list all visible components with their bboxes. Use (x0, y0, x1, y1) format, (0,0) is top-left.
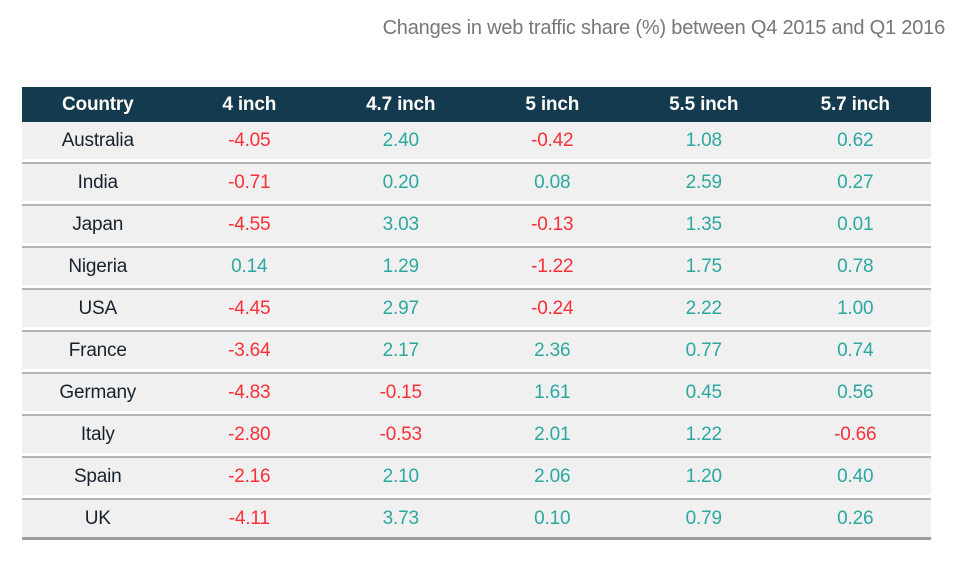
value-cell: 0.79 (685, 507, 722, 529)
chart-title: Changes in web traffic share (%) between… (382, 17, 946, 39)
country-cell: Germany (59, 381, 137, 403)
row-separator (22, 453, 931, 458)
value-cell: 2.59 (685, 171, 722, 193)
table-row: USA -4.45 2.97 -0.24 2.22 1.00 (22, 290, 931, 327)
value-cell: 2.36 (534, 339, 571, 361)
value-cell: 1.61 (534, 381, 571, 403)
value-cell: 1.35 (685, 213, 722, 235)
country-cell: France (68, 339, 127, 361)
row-separator (22, 495, 931, 500)
column-header-4-inch: 4 inch (222, 93, 277, 115)
value-cell: -4.11 (228, 507, 270, 529)
column-header-4.7-inch: 4.7 inch (366, 93, 436, 115)
value-cell: -4.83 (228, 381, 271, 403)
table-row: Japan -4.55 3.03 -0.13 1.35 0.01 (22, 206, 931, 243)
value-cell: -2.16 (228, 465, 271, 487)
value-cell: 0.40 (837, 465, 874, 487)
value-cell: 0.78 (837, 255, 874, 277)
value-cell: 1.20 (685, 465, 722, 487)
column-header-country: Country (62, 93, 134, 115)
table-bottom-border (22, 537, 931, 540)
value-cell: -0.42 (531, 129, 574, 151)
value-cell: -0.24 (531, 297, 574, 319)
value-cell: -0.53 (379, 423, 423, 445)
value-cell: 2.10 (382, 465, 419, 487)
table-header-row: Country 4 inch 4.7 inch 5 inch 5.5 inch 5.7 i… (22, 87, 931, 122)
value-cell: 2.97 (382, 297, 419, 319)
row-separator (22, 201, 931, 206)
row-separator (22, 411, 931, 416)
row-separator (22, 243, 931, 248)
value-cell: -4.55 (228, 213, 271, 235)
value-cell: 0.56 (837, 381, 874, 403)
table-row: Spain -2.16 2.10 2.06 1.20 0.40 (22, 458, 931, 495)
value-cell: 0.74 (837, 339, 874, 361)
value-cell: 3.03 (382, 213, 419, 235)
row-separator (22, 285, 931, 290)
value-cell: 0.14 (231, 255, 268, 277)
value-cell: -0.15 (379, 381, 423, 403)
value-cell: -0.13 (531, 213, 574, 235)
value-cell: -4.05 (228, 129, 271, 151)
value-cell: 0.45 (685, 381, 722, 403)
value-cell: 1.29 (382, 255, 419, 277)
table-row: UK -4.11 3.73 0.10 0.79 0.26 (22, 500, 931, 537)
country-cell: Italy (80, 423, 115, 445)
value-cell: 2.17 (382, 339, 419, 361)
table-body: Australia -4.05 2.40 -0.42 1.08 0.62 India -0.7… (22, 122, 931, 540)
value-cell: 3.73 (382, 507, 419, 529)
value-cell: 2.06 (534, 465, 571, 487)
value-cell: -2.80 (228, 423, 271, 445)
column-header-5.5-inch: 5.5 inch (669, 93, 739, 115)
country-cell: Nigeria (68, 255, 128, 277)
row-separator (22, 159, 931, 164)
table-row: France -3.64 2.17 2.36 0.77 0.74 (22, 332, 931, 369)
value-cell: 0.27 (837, 171, 874, 193)
table-row: Australia -4.05 2.40 -0.42 1.08 0.62 (22, 122, 931, 159)
value-cell: 2.22 (685, 297, 722, 319)
country-cell: Australia (61, 129, 134, 151)
value-cell: -0.66 (834, 423, 877, 445)
value-cell: 0.08 (534, 171, 571, 193)
column-header-5.7-inch: 5.7 inch (820, 93, 890, 115)
value-cell: 1.22 (685, 423, 722, 445)
column-header-5-inch: 5 inch (525, 93, 580, 115)
value-cell: 1.08 (685, 129, 722, 151)
value-cell: 1.00 (837, 297, 874, 319)
value-cell: 0.20 (382, 171, 419, 193)
row-separator (22, 369, 931, 374)
value-cell: 1.75 (685, 255, 722, 277)
country-cell: Japan (72, 213, 124, 235)
table-row: Italy -2.80 -0.53 2.01 1.22 -0.66 (22, 416, 931, 453)
value-cell: 0.10 (534, 507, 571, 529)
row-separator (22, 327, 931, 332)
table-row: India -0.71 0.20 0.08 2.59 0.27 (22, 164, 931, 201)
value-cell: 2.01 (534, 423, 571, 445)
country-cell: USA (78, 297, 118, 319)
value-cell: 0.26 (837, 507, 874, 529)
country-cell: India (77, 171, 118, 193)
value-cell: 2.40 (382, 129, 419, 151)
table-row: Germany -4.83 -0.15 1.61 0.45 0.56 (22, 374, 931, 411)
value-cell: -0.71 (228, 171, 271, 193)
traffic-share-table: Country 4 inch 4.7 inch 5 inch 5.5 inch 5.7 i… (22, 87, 931, 540)
value-cell: -1.22 (531, 255, 574, 277)
value-cell: 0.77 (685, 339, 722, 361)
value-cell: -3.64 (228, 339, 271, 361)
table-row: Nigeria 0.14 1.29 -1.22 1.75 0.78 (22, 248, 931, 285)
country-cell: Spain (73, 465, 122, 487)
value-cell: 0.01 (837, 213, 874, 235)
value-cell: -4.45 (228, 297, 271, 319)
value-cell: 0.62 (837, 129, 874, 151)
country-cell: UK (84, 507, 111, 529)
